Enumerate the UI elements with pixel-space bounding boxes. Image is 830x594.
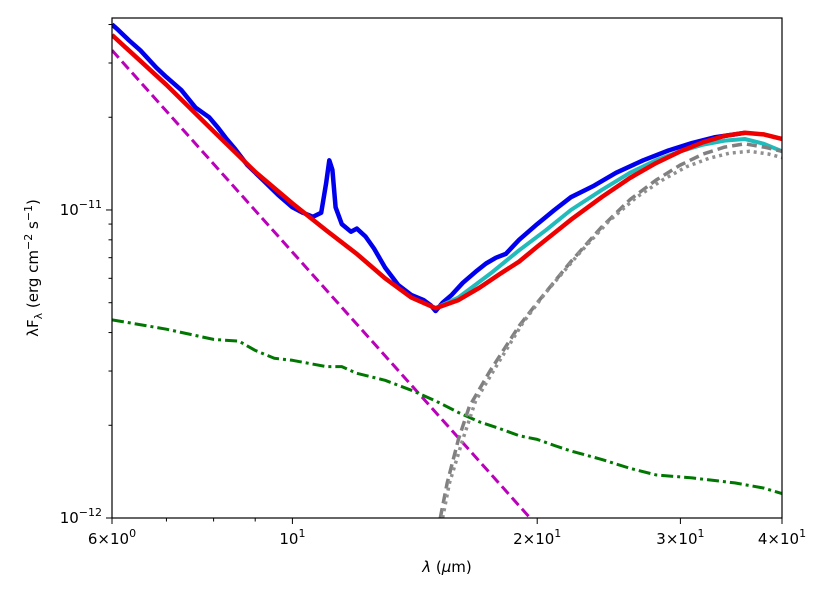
series-line-2: [434, 137, 782, 311]
tick-layer: 6×100 101 2×101 3×101 4×101 10−12 10−11: [60, 24, 806, 548]
series-line-1: [112, 22, 746, 314]
series-layer: [112, 22, 782, 518]
x-tick-label: 6×100: [88, 527, 136, 548]
series-line-3: [112, 33, 782, 311]
x-tick-label: 4×101: [758, 527, 806, 548]
y-axis-label: λFλ (erg cm−2 s−1): [22, 199, 45, 337]
y-tick-label: 10−11: [60, 198, 102, 219]
x-axis-label: λ (μm): [421, 558, 472, 576]
x-tick-label: 3×101: [656, 527, 704, 548]
series-line-5: [112, 318, 782, 496]
x-tick-label: 101: [279, 527, 305, 548]
y-tick-label: 10−12: [60, 506, 102, 527]
x-tick-label: 2×101: [513, 527, 561, 548]
plot-frame: [111, 17, 783, 519]
series-line-4: [112, 49, 532, 518]
